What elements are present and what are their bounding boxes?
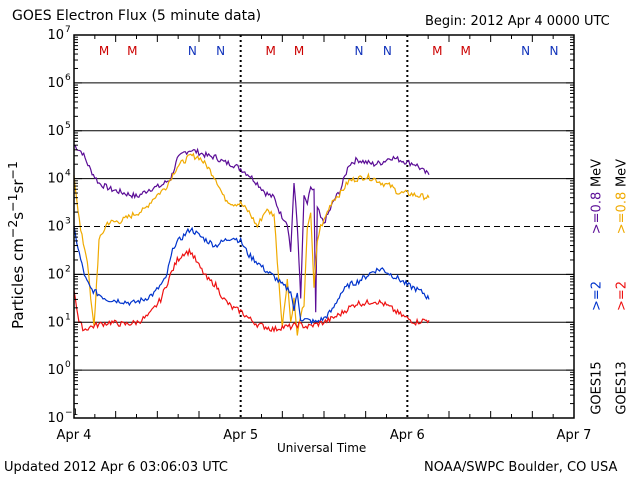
series-line-goes15-0-8-mev <box>73 144 430 313</box>
y-tick-exponent: 4 <box>65 169 71 179</box>
y-tick-exponent: 1 <box>65 312 71 322</box>
y-tick-label: 10 <box>47 267 64 282</box>
y-tick-exponent: 6 <box>65 73 71 83</box>
marker-n: N <box>355 44 364 58</box>
x-tick-labels: Apr 4 Apr 5 Apr 6 Apr 7 <box>57 428 592 443</box>
y-axis-title-s: s <box>9 211 27 220</box>
y-tick-label: 10 <box>47 315 64 330</box>
x-tick-label: Apr 6 <box>390 428 425 443</box>
marker-n: N <box>216 44 225 58</box>
y-tick-exponent: 3 <box>65 217 71 227</box>
series-line-goes15-2-mev <box>73 225 430 326</box>
x-tick-label: Apr 7 <box>557 428 592 443</box>
y-tick-label: 10 <box>47 220 64 235</box>
y-tick-exponent: −1 <box>65 408 78 418</box>
axis-ticks <box>74 34 574 419</box>
y-tick-label: 10 <box>47 172 64 187</box>
credit-text: NOAA/SWPC Boulder, CO USA <box>424 460 618 475</box>
y-tick-label: 10 <box>47 28 64 43</box>
marker-m: M <box>127 44 137 58</box>
y-axis-title-exp1: −2 <box>5 219 20 239</box>
y-tick-label: 10 <box>47 363 64 378</box>
legend-goes15: GOES15 <box>589 361 605 415</box>
y-axis-title-exp2: −1 <box>5 193 20 212</box>
legend-goes15-2mev: >=2 <box>589 280 605 312</box>
legend-goes15-08mev: >=0.8 <box>589 191 605 235</box>
y-axis-title-sr: sr <box>9 179 27 194</box>
marker-n: N <box>521 44 530 58</box>
y-tick-label: 10 <box>47 411 64 426</box>
x-tick-label: Apr 4 <box>57 428 92 443</box>
updated-timestamp: Updated 2012 Apr 6 03:06:03 UTC <box>4 460 228 475</box>
marker-m: M <box>294 44 304 58</box>
chart-title: GOES Electron Flux (5 minute data) <box>12 8 262 24</box>
y-tick-exponent: 7 <box>65 25 71 35</box>
series-lines <box>73 144 430 336</box>
marker-m: M <box>460 44 470 58</box>
begin-time: Begin: 2012 Apr 4 0000 UTC <box>425 14 610 29</box>
marker-m: M <box>265 44 275 58</box>
y-tick-exponent: 2 <box>65 264 71 274</box>
y-tick-exponent: 5 <box>65 121 71 131</box>
legend-goes13-08mev: >=0.8 <box>614 191 630 235</box>
marker-n: N <box>550 44 559 58</box>
marker-n: N <box>383 44 392 58</box>
y-axis-title: Particles cm−2s−1sr−1 <box>5 161 27 329</box>
y-axis-title-exp3: −1 <box>5 161 20 180</box>
series-line-goes13-2-mev <box>73 247 430 333</box>
grid-lines <box>74 35 574 418</box>
marker-m: M <box>432 44 442 58</box>
legend-mev-b: MeV <box>614 158 630 188</box>
marker-m: M <box>99 44 109 58</box>
y-tick-exponent: 0 <box>65 360 71 370</box>
marker-n: N <box>188 44 197 58</box>
legend-goes13-2mev: >=2 <box>614 280 630 312</box>
x-axis-title: Universal Time <box>277 441 367 455</box>
x-tick-label: Apr 5 <box>223 428 258 443</box>
series-line-goes13-0-8-mev <box>73 152 430 336</box>
legend-mev-a: MeV <box>589 158 605 188</box>
y-tick-label: 10 <box>47 76 64 91</box>
y-axis-title-base: Particles cm <box>9 238 27 329</box>
y-tick-label: 10 <box>47 124 64 139</box>
legend-goes13: GOES13 <box>614 361 630 415</box>
